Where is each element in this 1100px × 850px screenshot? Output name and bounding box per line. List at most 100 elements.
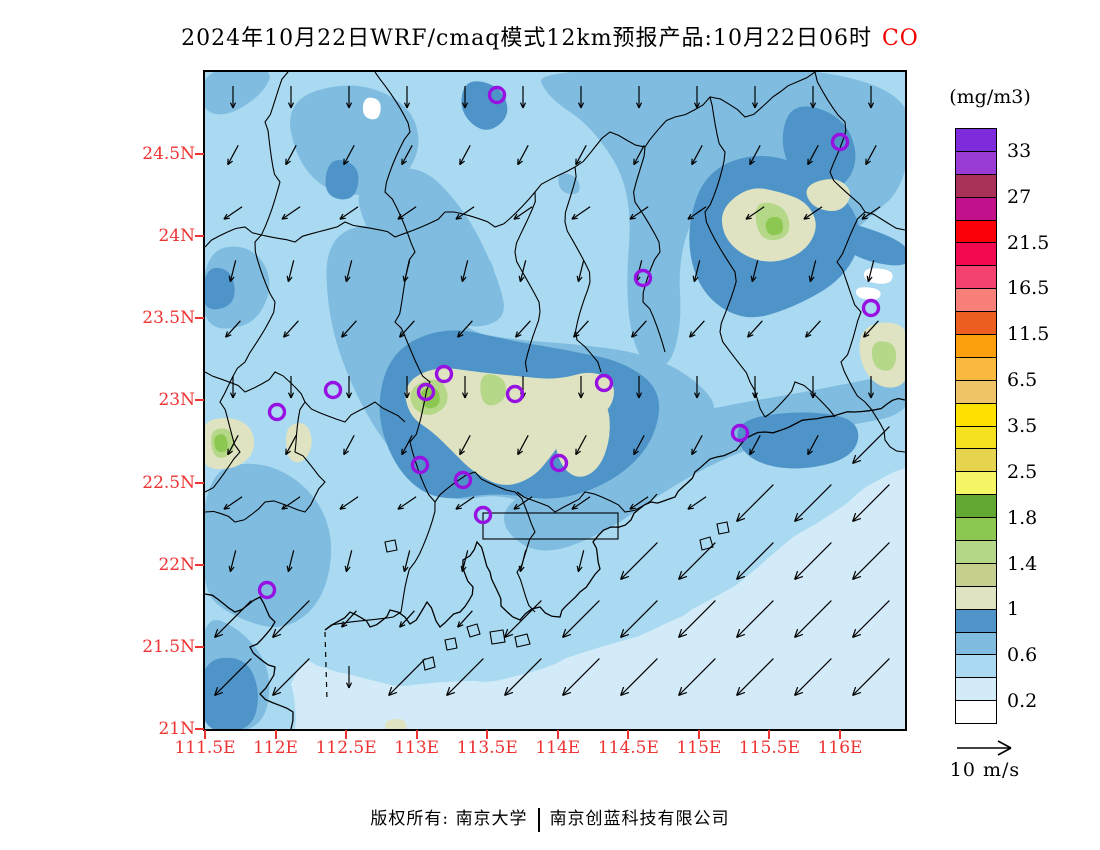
lat-label-24N: 24N [158,226,195,247]
wind-arrow-line [457,621,460,628]
city-marker-1 [830,132,850,152]
separator-bar [537,807,540,832]
wind-arrow-line [446,691,456,696]
wind-arrow-line [580,102,585,109]
wind-arrow-land-9-3 [399,610,415,628]
wind-arrow-line [807,450,813,456]
wind-arrow-land-2-4 [455,206,475,220]
lat-label-23N: 23N [158,390,195,411]
wind-arrow-line [345,682,350,689]
wind-arrow-line [281,206,301,220]
wind-arrow-line [571,213,576,220]
wind-arrow-line [678,575,688,580]
lon-label-114E: 114E [535,738,581,758]
city-marker-10 [730,423,750,443]
wind-arrow-line [227,435,239,455]
wind-arrow-land-1-8 [691,145,703,166]
wind-arrow-line [388,658,426,696]
wind-arrow-line [573,331,576,338]
wind-arrow-line [629,507,636,510]
wind-arrow-land-2-3 [397,206,417,220]
wind-arrow-line [620,691,630,696]
city-marker-3 [861,298,881,318]
colorbar-cell-21 [956,586,996,610]
wind-arrow-line [689,320,705,338]
wind-arrow-line [272,628,277,638]
wind-arrow-land-1-5 [517,145,529,166]
wind-arrow-sea-7-9 [736,484,774,522]
wind-arrow-sea-10-7 [620,658,658,696]
wind-arrow-sea-10-5 [504,658,542,696]
coastline-1 [324,397,905,631]
wind-arrow-line [736,512,741,522]
city-marker-14 [473,505,493,525]
lon-tick-114.5E [627,730,630,739]
wind-arrow-line [283,334,290,338]
wind-arrow-line [517,160,523,166]
wind-arrow-line [399,624,406,628]
wind-arrow-line [751,260,759,282]
wind-arrow-land-0-2 [345,86,353,109]
city-marker-12 [410,455,430,475]
colorbar-label-21.5: 21.5 [1007,231,1050,254]
wind-arrow-line [399,320,415,338]
wind-arrow-land-3-11 [866,260,875,283]
wind-arrow-land-8-4 [460,550,469,573]
wind-arrow-line [687,507,694,510]
colorbar-label-1.4: 1.4 [1007,552,1038,575]
wind-arrow-line [633,160,639,166]
wind-arrow-line [461,550,469,572]
wind-arrow-line [399,621,402,628]
wind-arrow-line [678,542,716,580]
lat-tick-24N [195,235,204,238]
wind-arrow-line [696,102,701,109]
contour-region-medium_blue-6 [205,463,332,627]
copyright-owner1: 南京大学 [455,809,528,829]
province-boundary-10 [633,146,666,353]
wind-arrow-line [571,206,591,220]
lon-label-112.5E: 112.5E [315,738,377,758]
wind-arrow-line [620,686,625,696]
wind-arrow-line [225,334,232,338]
wind-arrow-land-8-1 [286,550,295,573]
wind-arrow-line [809,260,817,282]
wind-arrow-land-2-0 [223,206,243,220]
city-marker-8 [505,384,525,404]
wind-arrow-line [339,496,359,510]
wind-arrow-land-8-5 [518,550,527,573]
wind-arrow-land-3-10 [808,260,817,283]
wind-arrow-line [689,331,692,338]
wind-arrow-land-7-2 [339,496,359,510]
lat-tick-21N [195,727,204,730]
wind-arrow-line [803,217,810,220]
colorbar-cell-26 [956,701,996,724]
lon-label-116E: 116E [817,738,863,758]
wind-arrow-line [504,600,542,638]
wind-arrow-land-4-6 [573,320,589,338]
island-1 [489,629,506,645]
wind-arrow-sea-8-9 [736,542,774,580]
wind-arrow-line [459,160,465,166]
lon-tick-112E [274,730,277,739]
city-marker-5 [434,364,454,384]
wind-arrow-land-6-8 [691,435,703,456]
colorbar-cell-3 [956,174,996,198]
contour-region-yellow_green-32 [871,341,897,371]
wind-arrow-line [229,550,237,572]
wind-arrow-line [459,450,465,456]
lon-tick-115E [697,730,700,739]
colorbar-cell-16 [956,472,996,496]
wind-arrow-line [754,392,759,399]
wind-arrow-land-5-8 [693,376,701,399]
wind-arrow-land-6-3 [401,435,413,456]
wind-arrow-line [272,600,310,638]
wind-arrow-line [455,503,460,510]
wind-arrow-land-1-4 [459,145,471,166]
wind-arrow-land-1-0 [227,145,239,166]
wind-arrow-line [229,566,235,573]
wind-arrow-land-5-1 [287,376,295,399]
wind-arrow-line [339,213,344,220]
wind-arrow-line [576,275,579,282]
lon-label-112E: 112E [253,738,298,758]
wind-arrow-line [457,331,460,338]
